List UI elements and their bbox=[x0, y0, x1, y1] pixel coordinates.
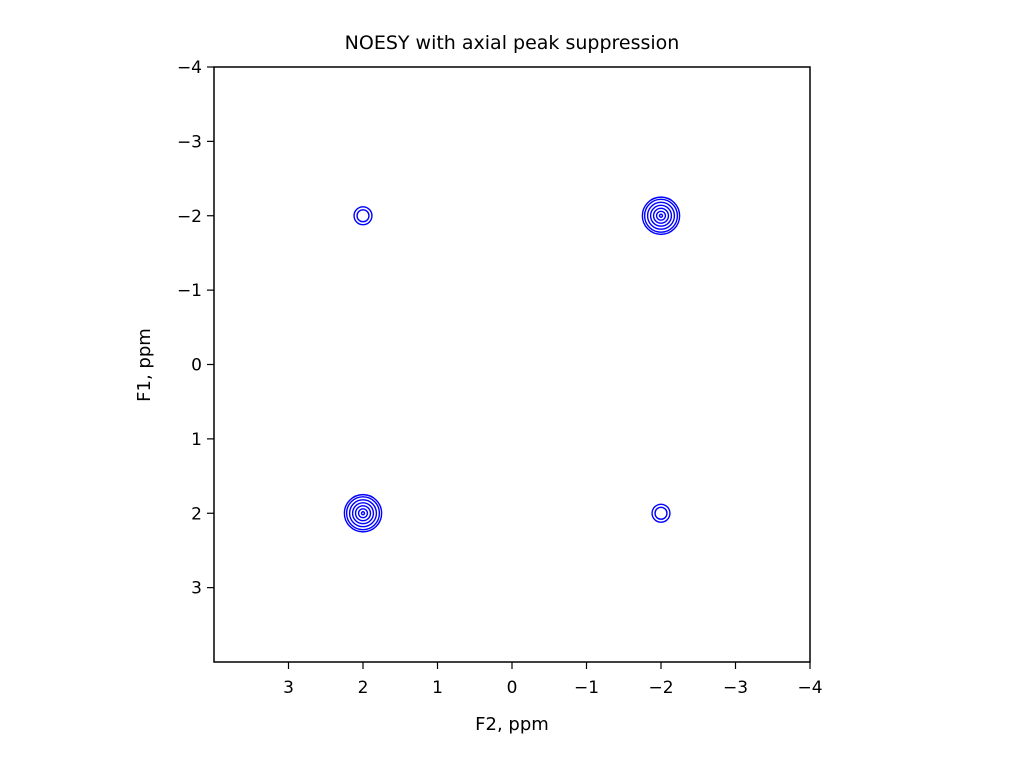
contour-ring bbox=[646, 201, 676, 230]
x-tick-label: −3 bbox=[723, 678, 748, 698]
x-tick-label: 2 bbox=[358, 678, 369, 698]
plot-frame bbox=[213, 66, 811, 663]
contour-ring bbox=[641, 196, 681, 236]
x-tick-label: −4 bbox=[797, 678, 822, 698]
contour-ring bbox=[351, 502, 375, 525]
contour-ring bbox=[643, 198, 679, 233]
y-tick-label: 2 bbox=[191, 504, 202, 524]
peak-diagonal-0 bbox=[343, 493, 383, 533]
y-tick-label: 1 bbox=[191, 430, 202, 450]
y-tick-label: −2 bbox=[177, 207, 202, 227]
peak-cross-2 bbox=[353, 206, 373, 226]
contour-ring bbox=[345, 496, 381, 531]
contour-ring bbox=[655, 210, 667, 221]
x-tick-label: 0 bbox=[507, 678, 518, 698]
contour-ring bbox=[356, 209, 370, 223]
y-tick-label: 0 bbox=[191, 356, 202, 376]
chart-title: NOESY with axial peak suppression bbox=[345, 32, 680, 54]
contour-ring bbox=[360, 511, 366, 516]
y-tick-label: 3 bbox=[191, 579, 202, 599]
contour-ring bbox=[651, 503, 671, 523]
x-axis-label: F2, ppm bbox=[475, 714, 549, 735]
contour-ring bbox=[343, 493, 383, 533]
axis-ticks: 3 2 1 0 −1 −2 −3 −4 −4 −3 −2 −1 0 1 2 3 bbox=[177, 58, 823, 698]
x-tick-label: −1 bbox=[574, 678, 599, 698]
contour-peaks bbox=[343, 196, 681, 533]
contour-ring bbox=[354, 505, 372, 522]
peak-cross-3 bbox=[651, 503, 671, 523]
contour-ring bbox=[649, 204, 673, 227]
contour-ring bbox=[654, 506, 668, 520]
y-tick-label: −3 bbox=[177, 132, 202, 152]
contour-ring bbox=[658, 213, 664, 218]
y-tick-label: −1 bbox=[177, 281, 202, 301]
contour-ring bbox=[357, 508, 369, 519]
peak-diagonal-1 bbox=[641, 196, 681, 236]
contour-ring bbox=[652, 207, 670, 224]
y-tick-label: −4 bbox=[177, 58, 202, 78]
contour-ring bbox=[348, 499, 378, 528]
x-tick-label: 1 bbox=[432, 678, 443, 698]
x-tick-label: −2 bbox=[648, 678, 673, 698]
contour-ring bbox=[353, 206, 373, 226]
x-tick-label: 3 bbox=[283, 678, 294, 698]
y-axis-label: F1, ppm bbox=[134, 328, 155, 402]
